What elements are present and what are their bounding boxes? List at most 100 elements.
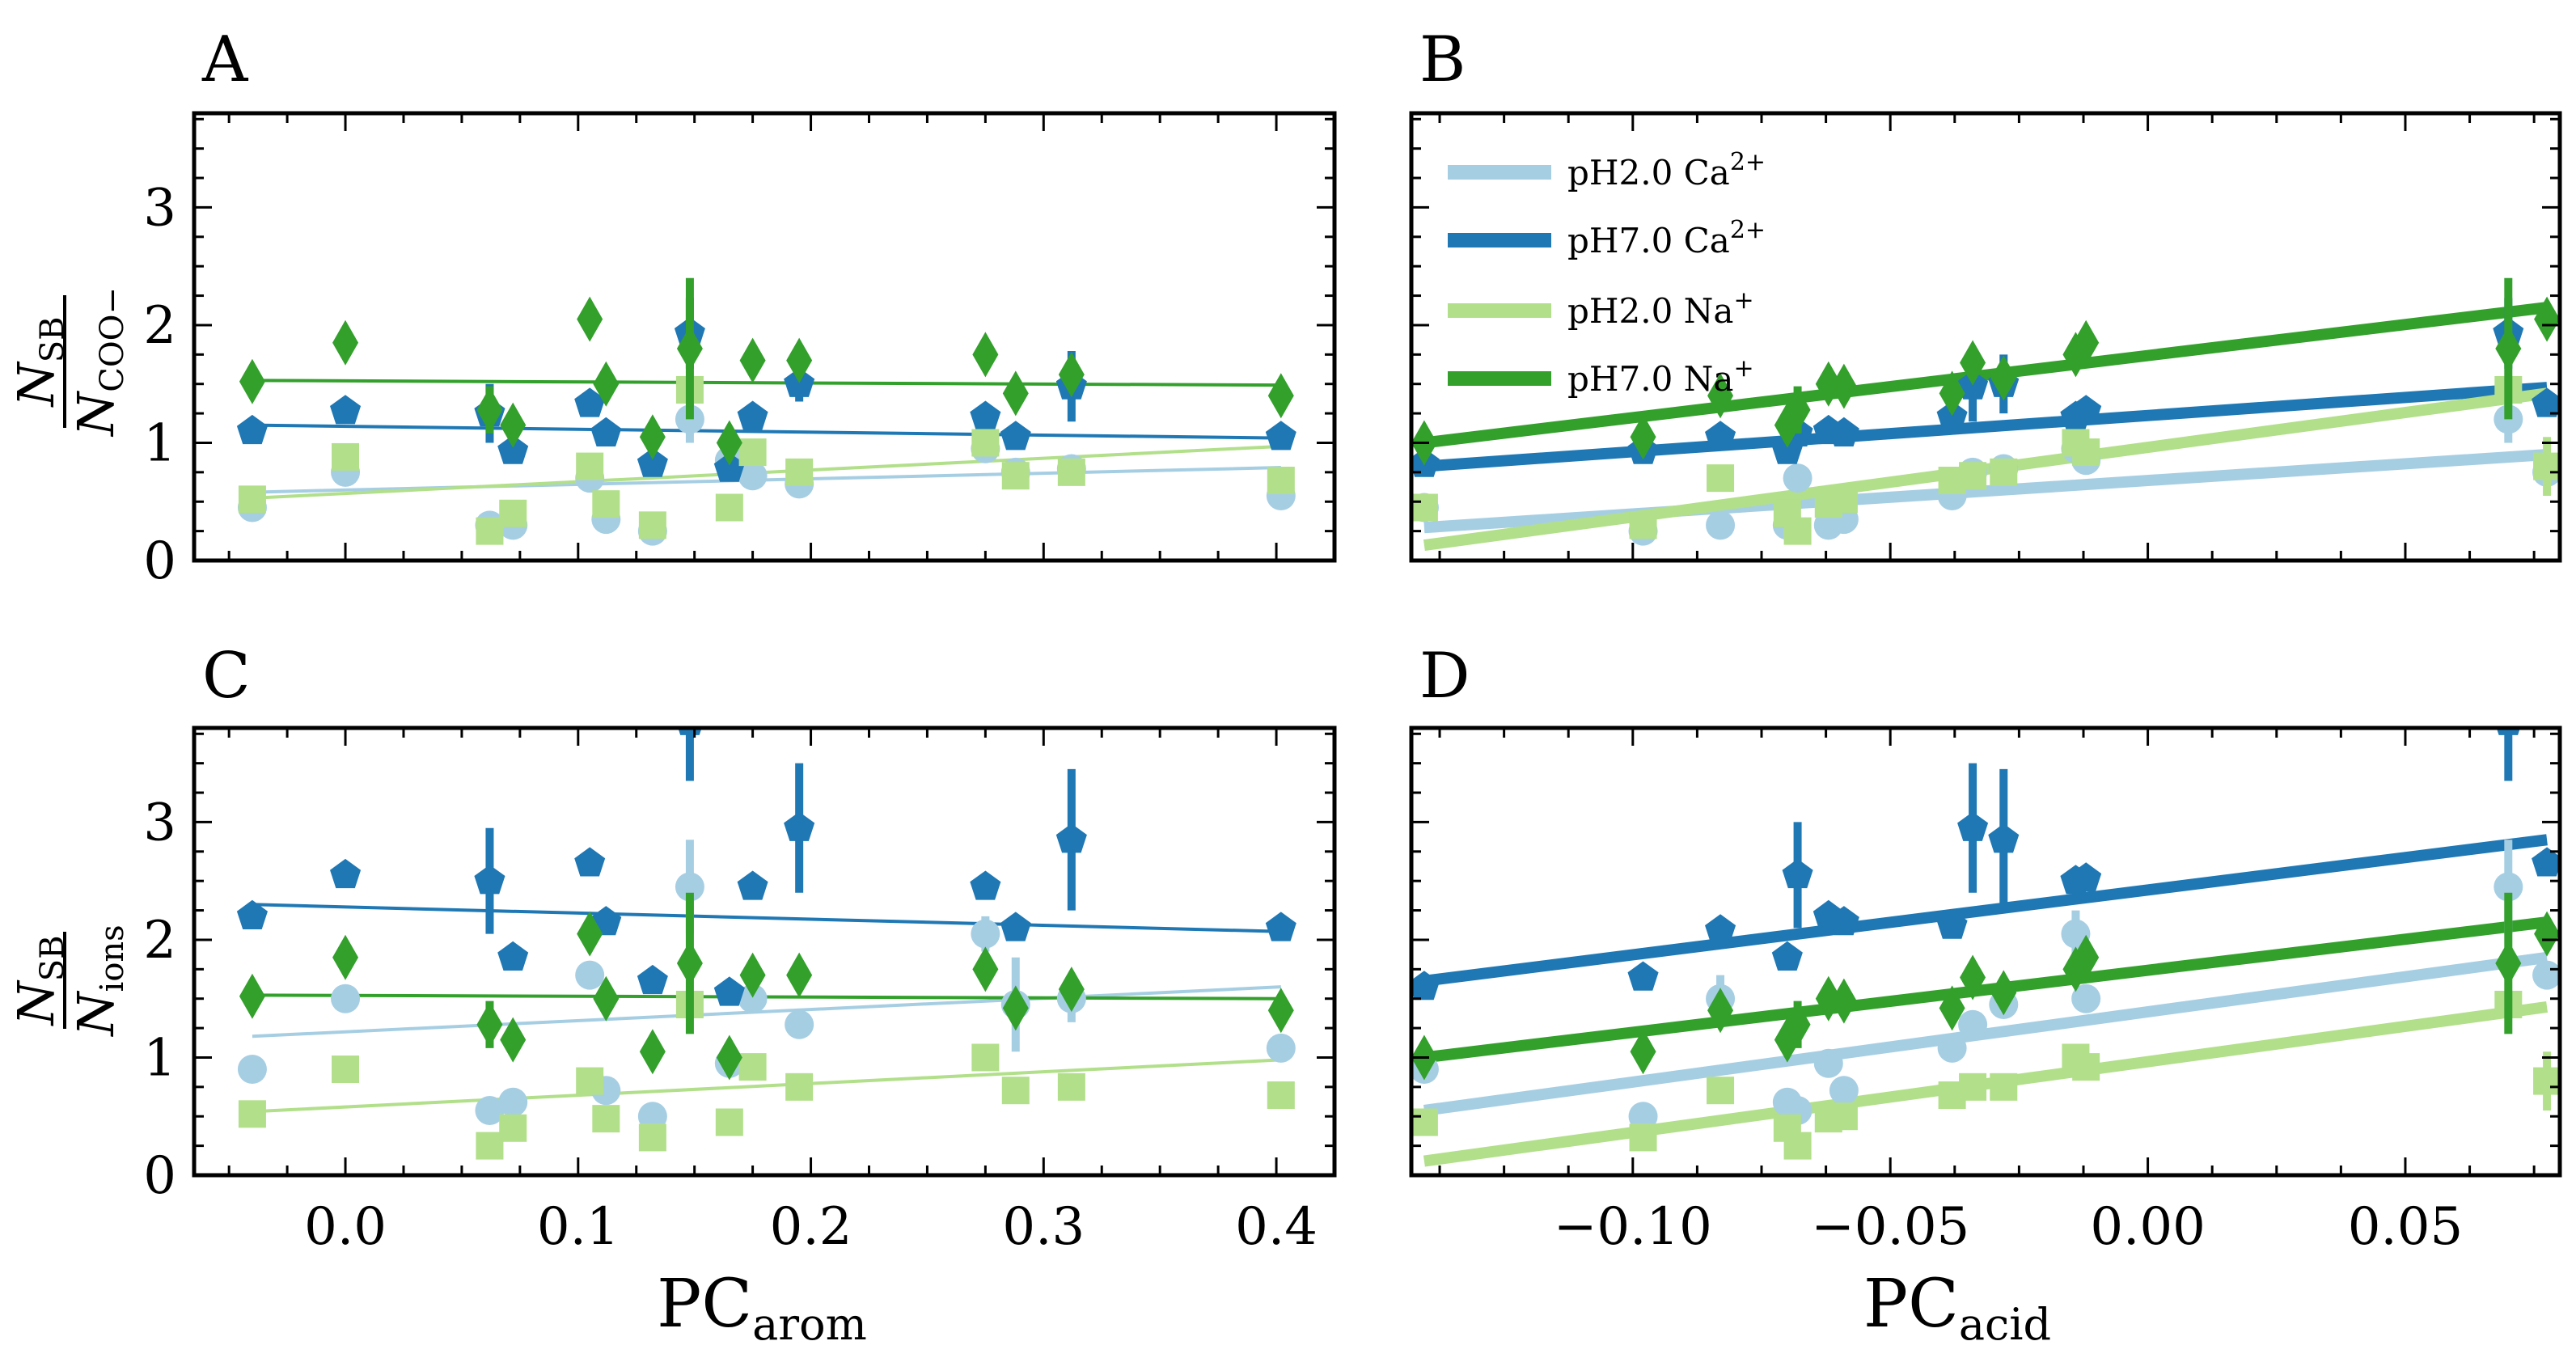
point-A-pH2_Na-12 [1001, 462, 1030, 490]
xlabel-right: PCacid [1863, 1266, 2051, 1350]
xtick-label-D: 0.00 [2090, 1197, 2206, 1257]
point-C-pH7_Na-9 [739, 952, 766, 998]
point-D-pH2_Na-1 [1629, 1123, 1657, 1152]
point-A-pH7_Ca-11 [970, 400, 1001, 430]
fit-line-B-pH7_Na [1423, 302, 2548, 449]
xtick-label-D: 0.05 [2348, 1197, 2464, 1257]
point-B-pH7_Ca-6 [1828, 417, 1859, 446]
point-C-pH2_Ca-3 [498, 1087, 528, 1117]
point-D-pH2_Na-0 [1411, 1108, 1438, 1136]
point-C-pH2_Na-11 [971, 1043, 1000, 1072]
point-A-pH7_Ca-6 [637, 447, 668, 477]
point-D-pH2_Na-9 [1990, 1072, 2018, 1101]
svg-text:NCOO−: NCOO− [66, 287, 131, 438]
point-A-pH7_Ca-8 [713, 452, 745, 482]
point-D-pH7_Na-4 [1784, 1001, 1811, 1047]
point-D-pH7_Ca-4 [1782, 858, 1813, 889]
point-B-pH2_Na-0 [1411, 493, 1438, 522]
point-C-pH7_Na-1 [332, 934, 359, 980]
point-D-pH2_Na-11 [2072, 1053, 2100, 1081]
legend: pH2.0 Ca2+ pH7.0 Ca2+ pH2.0 Na+ pH7.0 Na… [1448, 148, 1766, 399]
point-A-pH7_Na-5 [593, 361, 620, 407]
point-C-pH2_Na-0 [238, 1100, 266, 1128]
point-C-pH2_Na-10 [785, 1072, 814, 1101]
point-B-pH7_Na-13 [2534, 296, 2560, 342]
point-C-pH7_Ca-2 [474, 865, 505, 895]
point-C-pH7_Na-14 [1267, 988, 1294, 1034]
panel-D: D −0.10 −0.05 0.00 0.05 [1409, 640, 2562, 1257]
point-C-pH2_Ca-9 [738, 984, 768, 1013]
point-C-pH7_Ca-14 [1265, 912, 1296, 941]
point-C-pH7_Ca-1 [330, 858, 362, 889]
legend-sup-pH2-Ca: 2+ [1730, 148, 1766, 176]
xtick-label-C: 0.4 [1235, 1197, 1318, 1257]
point-C-pH7_Na-8 [716, 1034, 742, 1081]
point-D-pH2_Ca-11 [2071, 984, 2101, 1013]
axes-frame-A [192, 111, 1337, 563]
point-A-pH2_Na-9 [738, 438, 767, 467]
point-C-pH2_Na-9 [738, 1053, 767, 1081]
fit-line-A-pH7_Ca [252, 423, 1281, 440]
point-D-pH2_Na-13 [2533, 1067, 2560, 1095]
ytick-label-A: 2 [143, 296, 176, 356]
point-A-pH2_Na-1 [332, 442, 360, 471]
ylabel-bottom: NSB Nions [6, 924, 131, 1037]
point-A-pH7_Na-11 [972, 332, 999, 378]
point-D-pH7_Na-9 [1990, 970, 2017, 1016]
point-A-pH7_Na-3 [500, 402, 527, 448]
point-D-pH7_Na-11 [2073, 934, 2100, 980]
ytick-label-A: 3 [143, 178, 176, 238]
legend-text-pH2-Ca: pH2.0 Ca [1567, 153, 1730, 192]
point-A-pH2_Ca-9 [738, 461, 768, 491]
point-D-pH7_Ca-0 [1411, 971, 1440, 1001]
point-A-pH2_Na-14 [1267, 467, 1295, 495]
point-B-pH2_Na-8 [1959, 462, 1987, 490]
point-D-pH7_Ca-3 [1771, 941, 1803, 971]
point-B-pH7_Ca-11 [2071, 395, 2102, 425]
point-D-pH2_Ca-1 [1628, 1102, 1658, 1132]
ytick-label-C: 1 [143, 1028, 176, 1088]
point-A-pH7_Na-8 [716, 420, 742, 466]
point-A-pH2_Na-6 [638, 511, 666, 539]
point-C-pH2_Na-1 [332, 1056, 360, 1084]
point-A-pH2_Na-8 [715, 493, 743, 522]
xlabel-right-sub: acid [1959, 1299, 2051, 1350]
point-B-pH2_Na-2 [1707, 464, 1735, 493]
legend-label-pH7-Ca: pH7.0 Ca2+ [1567, 216, 1766, 260]
point-A-pH7_Na-2 [476, 387, 503, 433]
point-C-pH2_Na-8 [715, 1108, 743, 1136]
point-A-pH7_Na-12 [1002, 370, 1029, 417]
point-C-pH2_Ca-7 [675, 872, 704, 902]
point-D-pH7_Ca-7 [1936, 909, 1968, 939]
point-D-pH2_Ca-5 [1813, 1048, 1843, 1078]
point-B-pH7_Na-7 [1939, 370, 1965, 417]
point-B-pH2_Na-9 [1990, 458, 2018, 486]
legend-text-pH2-Na: pH2.0 Na [1567, 291, 1733, 331]
point-C-pH7_Na-10 [786, 952, 813, 998]
point-C-pH2_Ca-0 [237, 1055, 267, 1085]
ylabel-bottom-den-sub: ions [94, 924, 131, 992]
legend-text-pH7-Na: pH7.0 Na [1567, 359, 1733, 399]
point-A-pH2_Na-4 [576, 452, 604, 480]
point-C-pH7_Na-13 [1058, 967, 1085, 1013]
point-D-pH7_Na-6 [1830, 978, 1857, 1024]
point-A-pH7_Ca-0 [236, 414, 268, 445]
legend-label-pH7-Na: pH7.0 Na+ [1567, 354, 1754, 399]
point-B-pH2_Na-11 [2072, 438, 2100, 467]
point-C-pH7_Ca-6 [637, 964, 668, 995]
point-C-pH7_Ca-12 [1000, 912, 1031, 941]
ytick-label-A: 1 [143, 413, 176, 473]
point-D-pH2_Na-2 [1707, 1077, 1735, 1105]
point-C-pH7_Na-0 [239, 973, 265, 1019]
xlabel-left-sub: arom [752, 1299, 867, 1350]
point-D-pH2_Ca-12 [2494, 872, 2523, 902]
point-C-pH7_Na-12 [1002, 985, 1029, 1031]
panel-B: B [1409, 23, 2562, 563]
point-C-pH7_Ca-13 [1055, 823, 1087, 853]
point-C-pH7_Na-5 [593, 975, 620, 1022]
point-C-pH2_Ca-1 [331, 984, 361, 1013]
point-A-pH7_Ca-3 [497, 434, 529, 464]
point-A-pH7_Na-10 [786, 337, 813, 383]
point-C-pH7_Na-4 [577, 911, 603, 957]
